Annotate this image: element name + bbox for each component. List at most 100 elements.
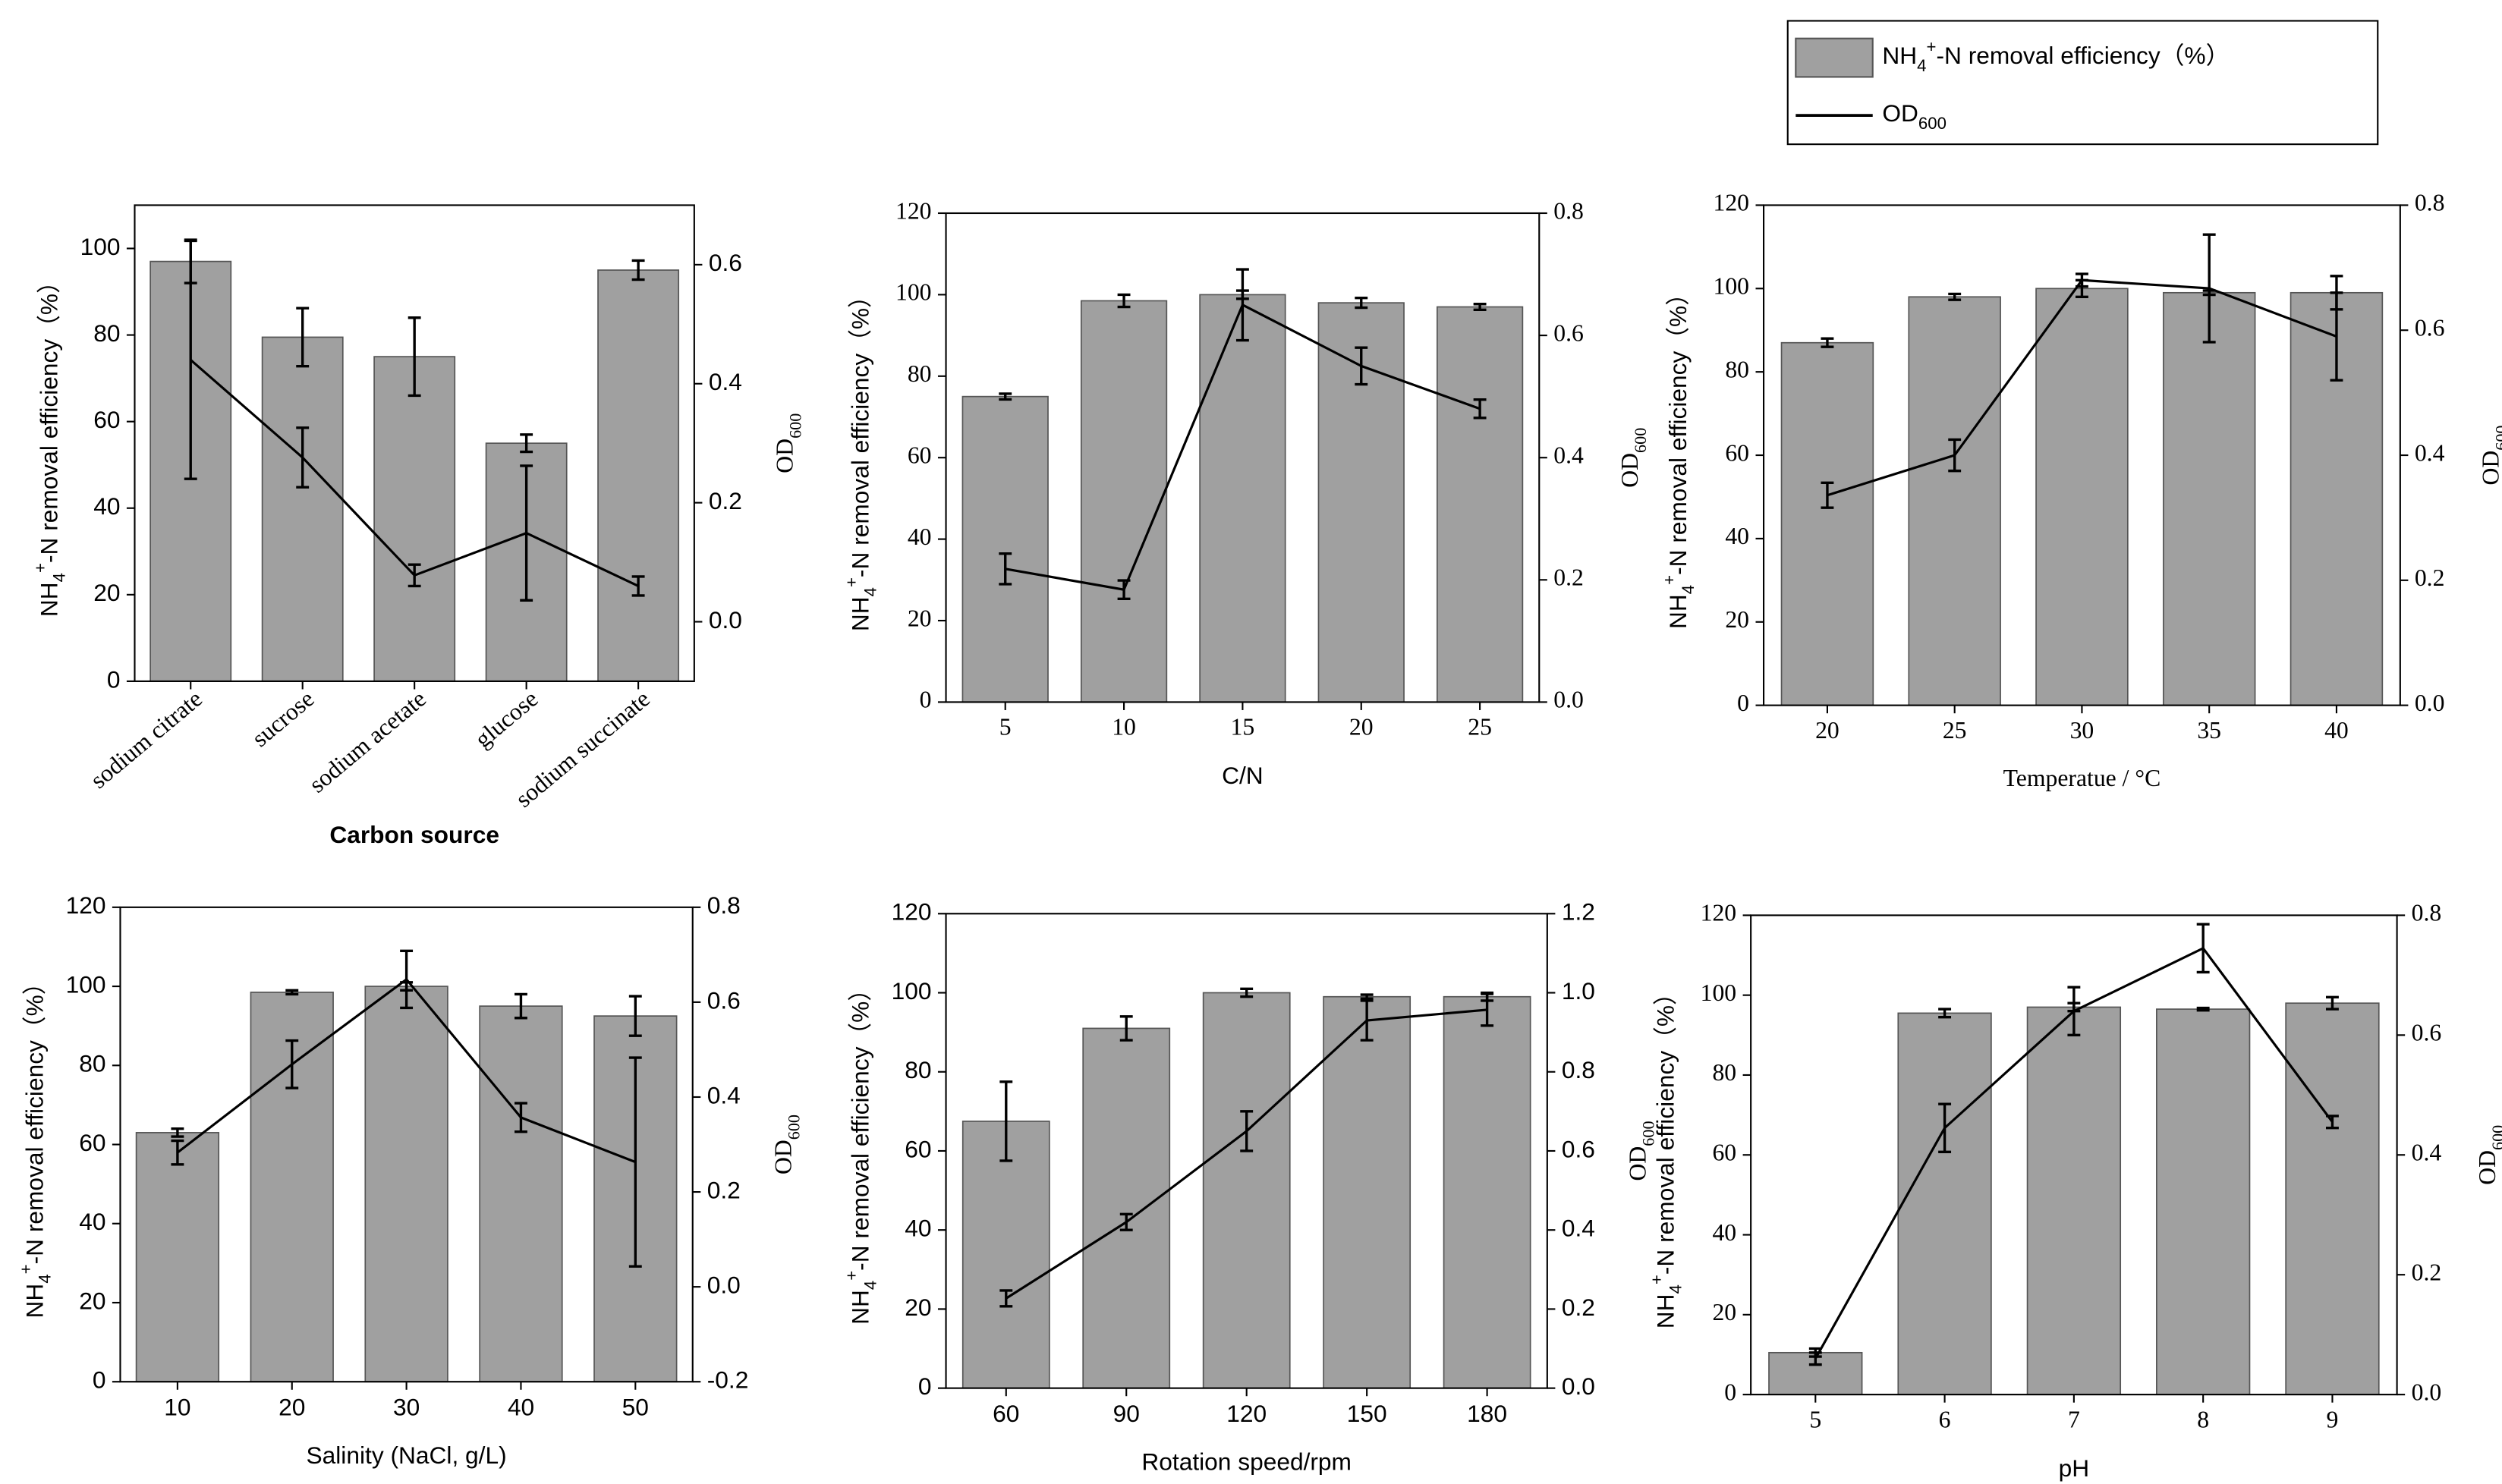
- y-tick-label: 20: [93, 579, 120, 606]
- bar: [364, 986, 448, 1383]
- error-bar: [296, 426, 310, 489]
- y-tick-label: 0: [920, 687, 932, 713]
- x-tick-label: 20: [1815, 717, 1840, 744]
- x-tick-label: 15: [1231, 714, 1255, 740]
- y-tick-label: 80: [908, 360, 932, 387]
- error-bar: [2326, 1115, 2339, 1130]
- error-bar: [1473, 398, 1487, 420]
- x-tick-label: 20: [279, 1393, 305, 1420]
- y2-tick-label: 0.0: [1553, 687, 1584, 713]
- y-tick-label: 100: [1714, 273, 1750, 300]
- error-bar: [2196, 923, 2210, 974]
- y2-tick-label: 0.2: [2412, 1259, 2442, 1285]
- y2-tick-label: 0.6: [1553, 319, 1584, 346]
- y2-axis-label: OD600: [1616, 428, 1649, 488]
- bar: [1780, 341, 1874, 706]
- bar: [961, 395, 1049, 703]
- y2-tick-label: 0.0: [2415, 690, 2445, 716]
- x-tick-label: 30: [393, 1393, 420, 1420]
- x-tick-label: 10: [1112, 714, 1136, 740]
- y-tick-label: 80: [905, 1056, 931, 1083]
- y-tick-label: 60: [79, 1129, 105, 1156]
- bar: [2285, 1002, 2380, 1395]
- x-axis-label: Rotation speed/rpm: [1141, 1448, 1352, 1475]
- x-tick-label: 5: [999, 714, 1012, 740]
- y-tick-label: 40: [905, 1215, 931, 1242]
- y-tick-label: 120: [895, 197, 932, 224]
- y-tick-label: 80: [1725, 356, 1749, 382]
- y-tick-label: 0: [93, 1366, 106, 1394]
- y-tick-label: 20: [908, 605, 932, 631]
- y-tick-label: 80: [93, 319, 120, 347]
- x-tick-label: 50: [622, 1393, 649, 1420]
- y2-tick-label: 0.0: [1562, 1372, 1595, 1400]
- error-bar: [171, 1127, 184, 1138]
- error-bar: [520, 433, 533, 454]
- error-bar: [1235, 268, 1249, 342]
- y2-tick-label: 0.4: [1562, 1215, 1595, 1242]
- y-axis-label: NH4+-N removal efficiency（%）: [1660, 281, 1698, 629]
- legend-box: [1786, 20, 2379, 146]
- y2-tick-label: 0.8: [1553, 197, 1584, 224]
- x-tick-label: 60: [993, 1400, 1019, 1427]
- y2-tick-label: 0.2: [1562, 1294, 1595, 1321]
- y2-tick-label: 0.0: [709, 606, 742, 634]
- error-bar: [1119, 1212, 1133, 1231]
- error-bar: [628, 1056, 642, 1268]
- x-tick-label: 7: [2068, 1406, 2080, 1432]
- error-bar: [2202, 233, 2216, 344]
- y-tick-label: 40: [79, 1208, 105, 1235]
- error-bar: [999, 552, 1012, 586]
- y2-tick-label: 0.4: [707, 1081, 741, 1108]
- y-tick-label: 40: [908, 523, 932, 550]
- y-axis-label: NH4+-N removal efficiency（%）: [842, 284, 880, 631]
- y2-tick-label: 0.0: [2412, 1379, 2442, 1405]
- error-bar: [1360, 993, 1374, 1001]
- y2-axis-label: OD600: [2478, 426, 2502, 486]
- y2-axis-label: OD600: [1625, 1121, 1657, 1181]
- plot-frame: [945, 212, 1541, 703]
- y2-tick-label: 0.2: [709, 487, 742, 514]
- plot-frame: [119, 906, 694, 1383]
- error-bar: [2326, 995, 2339, 1011]
- error-bar: [520, 464, 533, 602]
- y-tick-label: 0: [1724, 1379, 1736, 1405]
- y2-tick-label: 0.6: [709, 249, 742, 276]
- y2-tick-label: 0.8: [707, 891, 741, 919]
- y-tick-label: 60: [93, 406, 120, 433]
- y2-tick-label: 1.0: [1562, 977, 1595, 1005]
- plot-frame: [1763, 204, 2401, 706]
- y-tick-label: 120: [66, 891, 106, 919]
- y2-tick-label: 0.4: [2412, 1140, 2442, 1166]
- y-tick-label: 100: [892, 977, 932, 1005]
- y-axis-label: NH4+-N removal efficiency（%）: [1648, 981, 1685, 1328]
- error-bar: [631, 259, 645, 281]
- y-tick-label: 20: [905, 1294, 931, 1321]
- x-tick-label: 20: [1349, 714, 1374, 740]
- error-bar: [1360, 999, 1374, 1042]
- x-tick-label: sodium citrate: [85, 685, 207, 794]
- y-tick-label: 20: [79, 1287, 105, 1314]
- x-tick-label: 9: [2327, 1406, 2339, 1432]
- x-tick-label: 30: [2070, 717, 2094, 744]
- y2-tick-label: 0.2: [2415, 564, 2445, 591]
- y-tick-label: 0: [107, 665, 121, 693]
- error-bar: [1119, 1015, 1133, 1042]
- error-bar: [628, 995, 642, 1037]
- error-bar: [1117, 293, 1131, 309]
- y2-tick-label: 0.6: [707, 986, 741, 1014]
- bar: [597, 269, 680, 682]
- x-tick-label: 90: [1113, 1400, 1140, 1427]
- error-bar: [1355, 297, 1368, 310]
- error-bar: [296, 307, 310, 368]
- y2-axis-label: OD600: [2474, 1125, 2502, 1185]
- y2-tick-label: 0.6: [1562, 1135, 1595, 1162]
- bar: [2026, 1006, 2122, 1395]
- error-bar: [1240, 1110, 1254, 1152]
- plot-frame: [134, 204, 695, 682]
- x-tick-label: 10: [164, 1393, 190, 1420]
- y2-axis-label: OD600: [772, 413, 804, 473]
- x-tick-label: 8: [2197, 1406, 2209, 1432]
- error-bar: [1938, 1102, 1952, 1153]
